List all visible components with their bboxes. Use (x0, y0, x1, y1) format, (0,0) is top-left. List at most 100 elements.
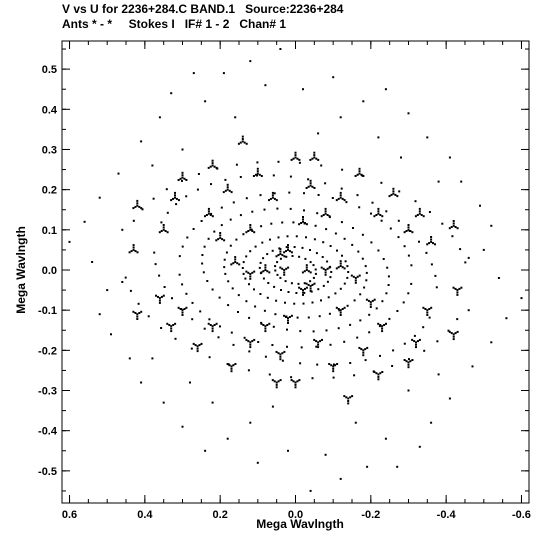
uv-cluster-point (226, 188, 229, 191)
uv-cluster-point (287, 246, 289, 249)
uv-cluster-point (332, 370, 335, 373)
uv-sample-point (343, 340, 346, 343)
uv-sample-point (226, 437, 229, 440)
uv-sample-point (356, 194, 359, 197)
uv-sample-point (428, 316, 431, 319)
uv-sample-point (364, 359, 367, 362)
y-tick-label: -0.3 (38, 386, 57, 398)
uv-sample-point (227, 304, 230, 307)
uv-sample-point (381, 300, 384, 303)
uv-cluster-point (315, 340, 318, 343)
uv-sample-point (345, 201, 348, 204)
uv-sample-point (437, 373, 440, 376)
uv-cluster-point (347, 402, 350, 405)
uv-sample-point (321, 256, 324, 258)
uv-sample-point (407, 292, 410, 295)
uv-cluster-point (409, 360, 412, 363)
y-axis-label: Mega Wavlngth (14, 226, 28, 314)
uv-sample-point (295, 292, 298, 294)
uv-sample-point (380, 219, 383, 222)
uv-sample-point (191, 318, 194, 321)
uv-sample-point (303, 192, 305, 195)
uv-sample-point (467, 309, 470, 312)
uv-sample-point (332, 376, 335, 379)
uv-cluster-point (249, 341, 252, 344)
uv-cluster-point (301, 271, 304, 274)
uv-sample-point (402, 301, 405, 304)
uv-cluster-point (253, 338, 256, 341)
uv-cluster-point (271, 194, 274, 197)
uv-cluster-point (230, 365, 233, 368)
uv-cluster-point (215, 239, 218, 242)
uv-cluster-point (454, 332, 457, 335)
uv-cluster-point (166, 322, 169, 325)
uv-cluster-point (381, 330, 384, 333)
uv-sample-point (358, 206, 361, 209)
uv-sample-point (273, 192, 276, 195)
uv-cluster-point (396, 195, 399, 198)
uv-cluster-point (273, 380, 276, 383)
uv-cluster-point (377, 375, 380, 378)
uv-sample-point (295, 235, 298, 238)
uv-cluster-point (264, 264, 267, 267)
uv-cluster-point (158, 301, 161, 304)
uv-cluster-point (428, 242, 431, 245)
uv-sample-point (316, 363, 319, 366)
x-tick-label: 0.0 (288, 509, 303, 521)
uv-cluster-point (364, 348, 367, 351)
uv-sample-point (368, 331, 371, 334)
uv-cluster-point (285, 267, 288, 270)
uv-cluster-point (281, 267, 284, 270)
uv-sample-point (68, 240, 71, 243)
uv-cluster-point (405, 230, 408, 232)
uv-sample-point (280, 289, 282, 291)
uv-cluster-point (307, 270, 310, 273)
y-tick-label: -0.4 (38, 426, 58, 438)
uv-cluster-point (383, 324, 386, 326)
uv-cluster-point (360, 348, 363, 351)
y-tick-label: 0.0 (42, 265, 57, 277)
uv-sample-point (386, 266, 389, 269)
uv-cluster-point (313, 282, 316, 285)
uv-cluster-point (136, 202, 139, 205)
uv-sample-point (262, 277, 265, 280)
uv-sample-point (210, 183, 212, 186)
uv-sample-point (268, 373, 271, 376)
uv-cluster-point (183, 177, 186, 180)
uv-sample-point (456, 318, 459, 321)
uv-sample-point (272, 325, 275, 328)
uv-cluster-point (407, 228, 410, 231)
uv-cluster-point (158, 297, 161, 300)
uv-cluster-point (324, 210, 327, 213)
uv-cluster-point (287, 248, 289, 251)
uv-cluster-point (324, 269, 327, 271)
uv-sample-point (403, 245, 406, 248)
uv-cluster-point (138, 312, 141, 314)
uv-cluster-point (375, 214, 378, 216)
uv-cluster-point (452, 220, 455, 222)
uv-sample-point (281, 359, 284, 362)
uv-cluster-point (249, 224, 252, 226)
uv-sample-point (186, 236, 189, 239)
uv-sample-point (329, 343, 332, 346)
uv-cluster-point (434, 243, 436, 246)
uv-cluster-point (354, 281, 357, 284)
uv-cluster-point (252, 175, 255, 177)
uv-cluster-point (164, 230, 167, 232)
uv-cluster-point (181, 174, 184, 177)
uv-sample-point (338, 309, 341, 312)
x-tick-label: 0.4 (137, 509, 153, 521)
uv-cluster-point (292, 380, 295, 383)
uv-sample-point (174, 337, 177, 340)
uv-cluster-point (350, 274, 353, 277)
uv-cluster-point (328, 363, 331, 365)
x-tick-label: -0.6 (512, 509, 531, 521)
uv-cluster-point (179, 177, 182, 180)
uv-sample-point (292, 221, 295, 224)
uv-cluster-point (305, 187, 308, 189)
uv-cluster-point (394, 193, 397, 196)
uv-sample-point (245, 197, 248, 200)
uv-cluster-point (196, 345, 199, 348)
uv-cluster-point (411, 359, 414, 361)
uv-cluster-point (287, 317, 289, 320)
